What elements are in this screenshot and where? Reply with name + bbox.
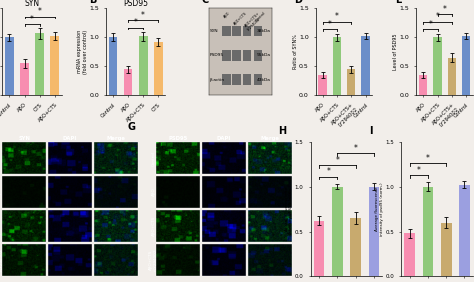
Bar: [254, 50, 262, 61]
Bar: [459, 185, 470, 276]
Text: I: I: [369, 126, 372, 136]
Bar: [109, 38, 118, 95]
Text: *: *: [417, 166, 421, 175]
Text: 95kDa: 95kDa: [257, 53, 271, 57]
Bar: [254, 74, 262, 85]
Bar: [20, 63, 29, 95]
Bar: [347, 69, 356, 95]
Bar: [319, 75, 327, 95]
Bar: [423, 187, 433, 276]
Text: *: *: [328, 20, 332, 29]
Title: PSD95: PSD95: [123, 0, 148, 8]
Bar: [433, 38, 442, 95]
Bar: [50, 36, 59, 95]
Y-axis label: AβO: AβO: [0, 188, 1, 197]
Text: β-actin: β-actin: [210, 78, 225, 82]
Y-axis label: mRNA expression
(fold over control): mRNA expression (fold over control): [77, 30, 88, 74]
Text: *: *: [436, 12, 439, 21]
Text: *: *: [37, 7, 42, 16]
Y-axis label: Control: Control: [152, 151, 155, 166]
Text: *: *: [141, 11, 145, 20]
Text: *: *: [426, 154, 430, 163]
Title: PSD95: PSD95: [169, 136, 188, 141]
Bar: [222, 26, 230, 36]
Bar: [362, 36, 370, 95]
Y-axis label: Level of PSD95: Level of PSD95: [393, 34, 398, 70]
Bar: [350, 218, 361, 276]
Text: C: C: [202, 0, 209, 5]
Text: G: G: [128, 122, 136, 132]
Bar: [232, 74, 240, 85]
Bar: [314, 221, 324, 276]
Bar: [332, 187, 343, 276]
Bar: [222, 50, 230, 61]
Text: *: *: [30, 15, 34, 24]
Title: Merge: Merge: [260, 136, 279, 141]
Bar: [35, 33, 44, 95]
Bar: [441, 222, 452, 276]
Bar: [222, 74, 230, 85]
Y-axis label: AβO+CTS
+LY294002: AβO+CTS +LY294002: [0, 248, 4, 272]
Text: Control: Control: [254, 11, 266, 23]
Text: AβO+CTS+
LY294002: AβO+CTS+ LY294002: [244, 11, 264, 31]
Bar: [243, 50, 251, 61]
Bar: [139, 36, 147, 95]
Bar: [333, 38, 341, 95]
Bar: [243, 74, 251, 85]
Y-axis label: AβO+CTS: AβO+CTS: [152, 216, 155, 236]
Bar: [462, 36, 471, 95]
Text: *: *: [326, 167, 330, 176]
Text: AβO: AβO: [223, 11, 231, 19]
Title: SYN: SYN: [18, 136, 30, 141]
Title: Merge: Merge: [106, 136, 125, 141]
Text: E: E: [395, 0, 401, 5]
Text: *: *: [354, 144, 357, 153]
Text: H: H: [278, 126, 286, 136]
Title: DAPI: DAPI: [217, 136, 231, 141]
Bar: [254, 26, 262, 36]
Text: AβO+CTS: AβO+CTS: [233, 11, 248, 26]
Title: SYN: SYN: [25, 0, 40, 8]
Bar: [448, 58, 456, 95]
Text: *: *: [336, 156, 339, 165]
Bar: [5, 38, 14, 95]
Bar: [404, 233, 415, 276]
Title: DAPI: DAPI: [63, 136, 77, 141]
Bar: [243, 26, 251, 36]
Text: B: B: [89, 0, 97, 5]
Text: *: *: [443, 5, 447, 14]
Y-axis label: Ratio of SYN%: Ratio of SYN%: [293, 34, 298, 69]
Y-axis label: AβO+CTS: AβO+CTS: [0, 216, 1, 236]
Y-axis label: Average fluorescence
intensity of SYN (norm.): Average fluorescence intensity of SYN (n…: [285, 184, 293, 233]
Bar: [124, 69, 132, 95]
Text: D: D: [294, 0, 302, 5]
Y-axis label: Average fluorescence
intensity of psd95 (norm.): Average fluorescence intensity of psd95 …: [375, 182, 384, 236]
Text: 38kDa: 38kDa: [257, 29, 271, 33]
Bar: [154, 42, 163, 95]
Bar: [419, 75, 428, 95]
Text: *: *: [335, 12, 339, 21]
Bar: [232, 50, 240, 61]
Bar: [369, 187, 379, 276]
Y-axis label: Control: Control: [0, 151, 1, 166]
Text: PSD95: PSD95: [210, 53, 224, 57]
Text: *: *: [428, 20, 432, 29]
Bar: [232, 26, 240, 36]
Text: *: *: [134, 18, 137, 27]
Text: SYN: SYN: [210, 29, 219, 33]
Text: 43kDa: 43kDa: [257, 78, 271, 82]
Y-axis label: AβO: AβO: [152, 188, 155, 197]
Y-axis label: AβO+CTS
+LY294002: AβO+CTS +LY294002: [149, 248, 158, 272]
